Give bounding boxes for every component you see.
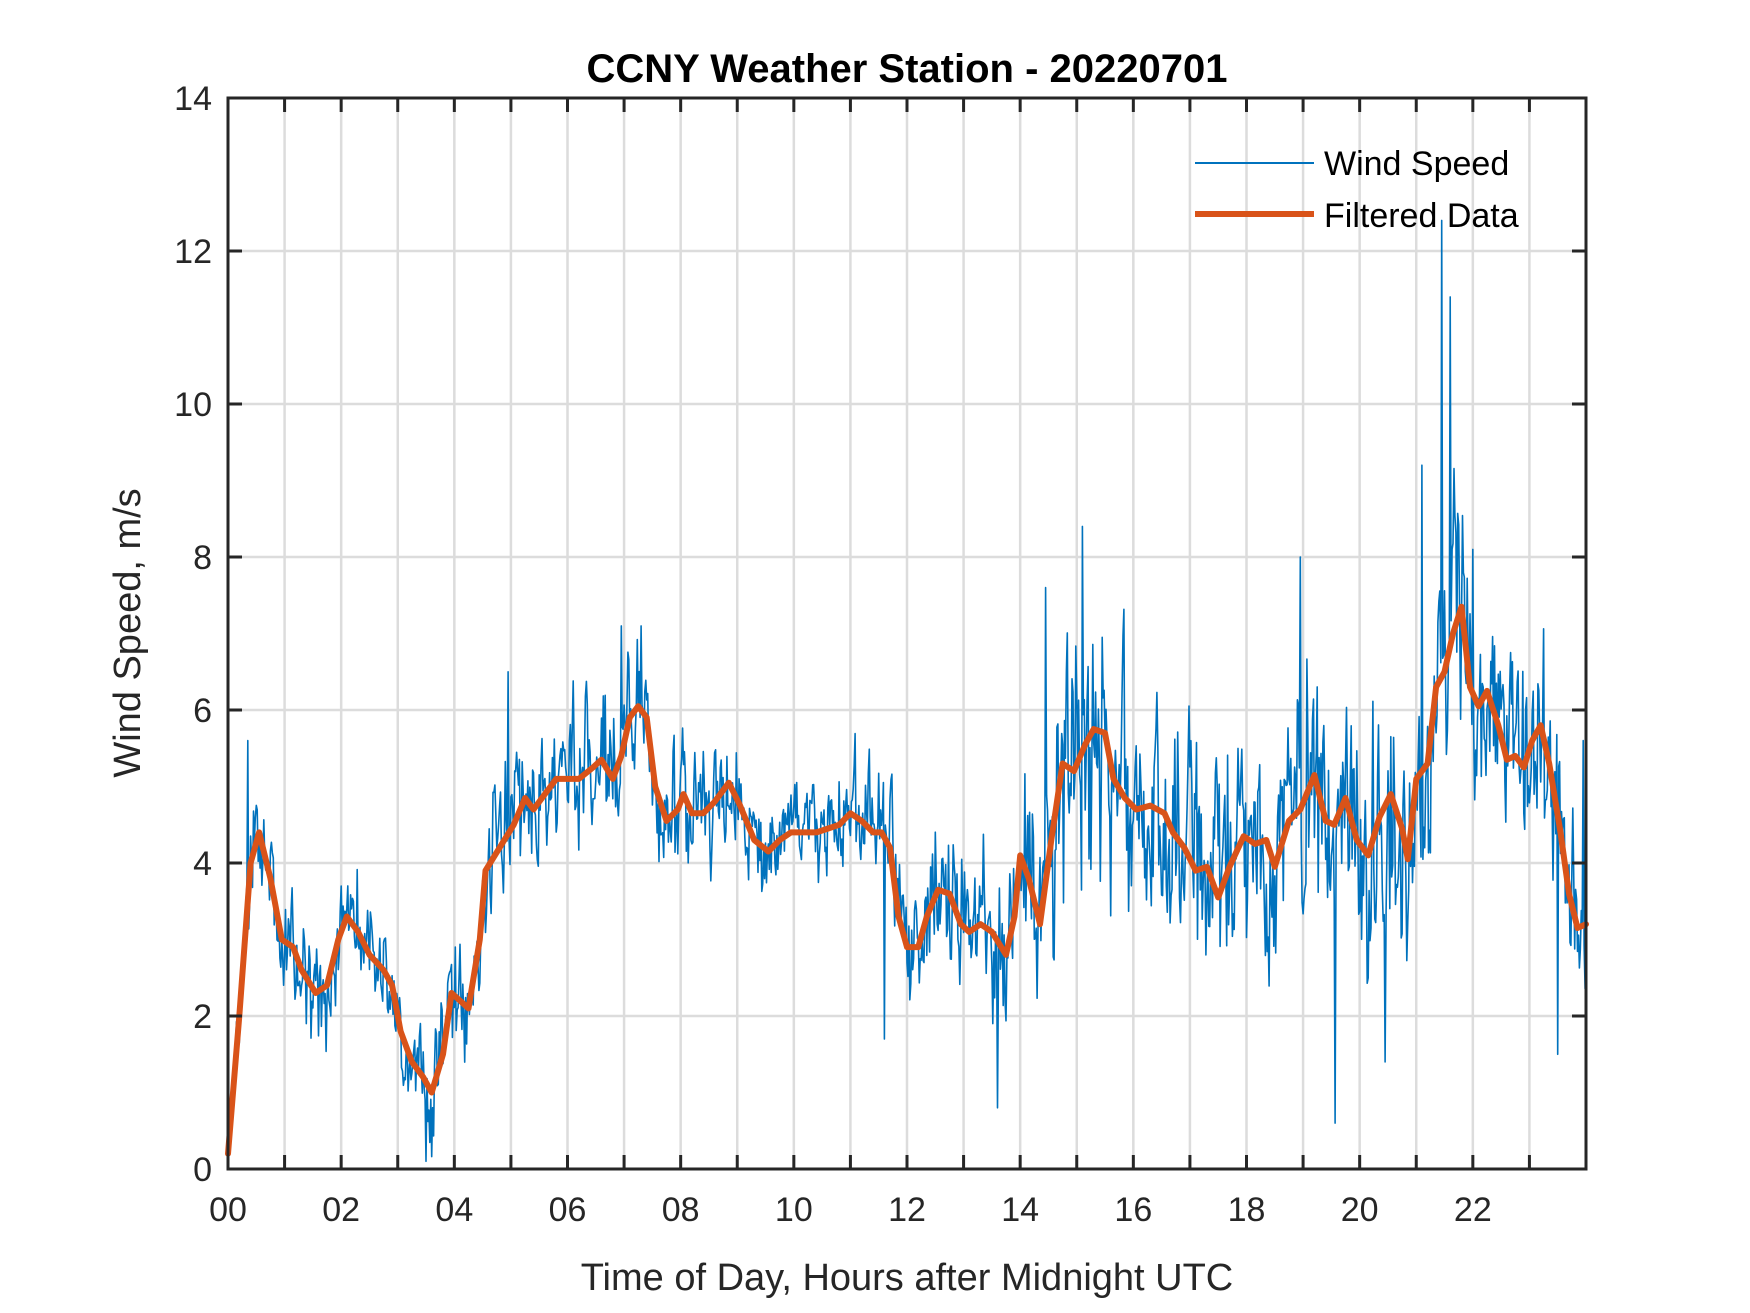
y-tick-label: 2: [193, 998, 212, 1036]
series-filtered-data: [225, 603, 1589, 1157]
x-tick-label: 20: [1341, 1191, 1379, 1229]
x-tick-label: 08: [662, 1191, 700, 1229]
y-tick-label: 8: [193, 539, 212, 577]
y-tick-label: 4: [193, 845, 212, 883]
axis-ticks: [228, 96, 1586, 1171]
y-tick-labels: 0 2 4 6 8 10 12 14: [174, 80, 212, 1189]
x-tick-label: 10: [775, 1191, 813, 1229]
x-tick-label: 18: [1228, 1191, 1266, 1229]
x-tick-label: 04: [435, 1191, 473, 1229]
x-tick-labels: 00 02 04 06 08 10 12 14 16 18 20 22: [209, 1191, 1492, 1229]
x-tick-label: 22: [1454, 1191, 1492, 1229]
x-tick-label: 16: [1114, 1191, 1152, 1229]
chart-title: CCNY Weather Station - 20220701: [587, 47, 1228, 91]
y-tick-label: 14: [174, 80, 212, 118]
x-tick-label: 02: [322, 1191, 360, 1229]
series-wind-speed: [227, 219, 1587, 1163]
x-tick-label: 14: [1001, 1191, 1039, 1229]
y-tick-label: 10: [174, 386, 212, 424]
filtered-data-line: [225, 603, 1589, 1157]
x-tick-label: 06: [549, 1191, 587, 1229]
y-axis-label: Wind Speed, m/s: [107, 488, 149, 777]
legend-label-filtered-data: Filtered Data: [1324, 197, 1519, 235]
wind-speed-line: [227, 219, 1587, 1163]
y-tick-label: 12: [174, 233, 212, 271]
x-tick-label: 00: [209, 1191, 247, 1229]
y-tick-label: 0: [193, 1151, 212, 1189]
y-tick-label: 6: [193, 692, 212, 730]
legend: Wind Speed Filtered Data: [1195, 145, 1519, 235]
x-tick-label: 12: [888, 1191, 926, 1229]
x-axis-label: Time of Day, Hours after Midnight UTC: [581, 1257, 1234, 1299]
legend-label-wind-speed: Wind Speed: [1324, 145, 1509, 183]
